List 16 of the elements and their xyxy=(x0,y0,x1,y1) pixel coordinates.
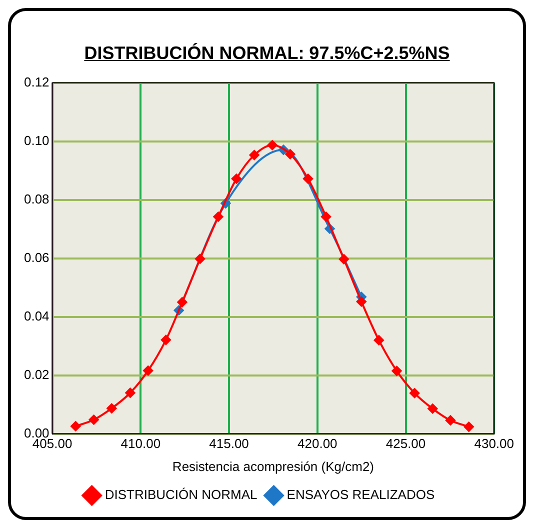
legend-label: DISTRIBUCIÓN NORMAL xyxy=(104,487,258,502)
y-tick-label: 0.08 xyxy=(24,191,50,206)
y-tick-label: 0.02 xyxy=(24,366,50,382)
x-tick-label: 430.00 xyxy=(474,436,514,452)
x-tick-label: 415.00 xyxy=(209,436,249,452)
x-tick-label: 425.00 xyxy=(386,436,426,452)
y-tick-label: 0.04 xyxy=(24,308,50,324)
y-tick-label: 0.12 xyxy=(24,74,50,90)
x-tick-label: 410.00 xyxy=(120,436,161,452)
legend-label: ENSAYOS REALIZADOS xyxy=(286,487,435,502)
y-tick-label: 0.00 xyxy=(24,425,50,440)
y-tick-label: 0.06 xyxy=(24,250,50,265)
x-tick-label: 420.00 xyxy=(298,436,338,452)
y-tick-label: 0.10 xyxy=(24,132,50,148)
chart-title: DISTRIBUCIÓN NORMAL: 97.5%C+2.5%NS xyxy=(83,43,451,64)
x-axis-title: Resistencia acompresión (Kg/cm2) xyxy=(172,458,374,474)
